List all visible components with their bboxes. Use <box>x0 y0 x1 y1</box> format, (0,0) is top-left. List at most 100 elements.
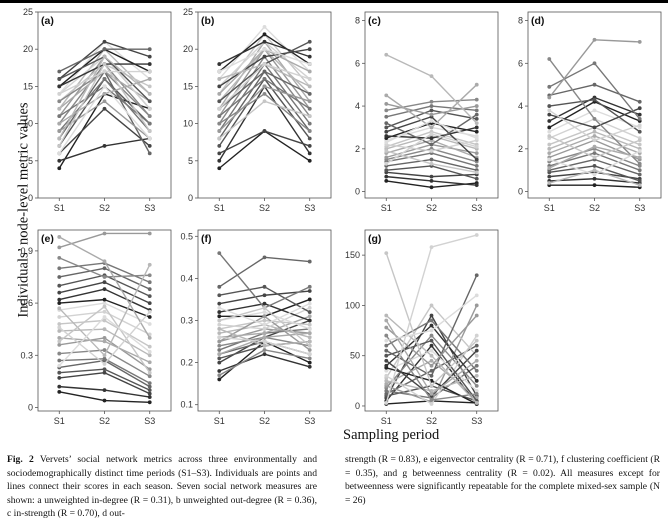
panel-a: 0 5 10 15 20 25 S1 S2 S3 (a) <box>23 7 172 213</box>
y-tick-label: 0.6 <box>20 298 33 308</box>
y-tick-label: 25 <box>183 7 193 17</box>
data-point <box>217 360 222 365</box>
data-point <box>102 398 107 403</box>
data-point <box>102 99 107 104</box>
data-point <box>592 37 597 42</box>
data-point <box>429 343 434 348</box>
data-point <box>474 121 479 126</box>
data-point <box>57 166 62 171</box>
data-point <box>217 356 222 361</box>
x-tick-label: S2 <box>259 203 270 213</box>
y-tick-label: 5 <box>28 156 33 166</box>
y-tick-label: 0.3 <box>180 316 193 326</box>
data-point <box>474 151 479 156</box>
panel-d: 0 2 4 6 8 S1 S2 S3 (d) <box>518 11 662 213</box>
data-point <box>429 333 434 338</box>
data-point <box>307 136 312 141</box>
data-point <box>429 383 434 388</box>
figure-caption-right: strength (R = 0.83), e eigenvector centr… <box>345 453 660 507</box>
data-point <box>307 310 312 314</box>
x-tick-label: S2 <box>426 416 437 426</box>
x-tick-label: S1 <box>54 203 65 213</box>
data-point <box>147 294 152 299</box>
data-point <box>307 106 312 111</box>
data-point <box>217 166 222 171</box>
series-26 <box>57 315 152 368</box>
y-tick-label: 4 <box>355 101 360 111</box>
data-point <box>57 283 62 288</box>
y-tick-label: 2 <box>518 144 523 154</box>
data-point <box>307 114 312 119</box>
data-point <box>637 149 642 153</box>
data-point <box>147 273 152 278</box>
data-point <box>307 284 312 289</box>
data-point <box>307 158 312 163</box>
data-point <box>217 84 222 89</box>
data-point <box>102 339 107 344</box>
data-point <box>102 69 107 74</box>
data-point <box>262 255 267 260</box>
data-point <box>637 155 642 160</box>
data-point <box>592 151 597 156</box>
data-point <box>57 121 62 126</box>
data-point <box>429 112 434 117</box>
data-point <box>592 125 597 130</box>
data-point <box>147 287 152 292</box>
data-point <box>147 231 152 236</box>
data-point <box>592 61 597 66</box>
data-point <box>384 313 389 318</box>
data-point <box>474 136 479 141</box>
series-25 <box>547 108 642 143</box>
data-point <box>147 77 152 81</box>
series-26 <box>547 149 642 177</box>
data-point <box>307 364 312 369</box>
data-point <box>384 358 389 363</box>
data-point <box>57 158 62 163</box>
data-point <box>217 99 222 104</box>
series-18 <box>57 47 152 74</box>
data-point <box>102 106 107 111</box>
y-tick-label: 2 <box>355 144 360 154</box>
x-tick-label: S3 <box>144 203 155 213</box>
data-point <box>307 289 312 293</box>
data-point <box>217 251 222 256</box>
y-tick-label: 8 <box>355 16 360 26</box>
data-point <box>474 273 479 278</box>
data-point <box>217 373 222 378</box>
y-tick-label: 10 <box>23 119 33 129</box>
data-point <box>217 343 222 348</box>
y-tick-label: 150 <box>345 250 360 260</box>
series-22 <box>57 77 152 126</box>
data-point <box>147 349 152 354</box>
data-point <box>147 395 152 399</box>
data-point <box>429 161 434 166</box>
data-point <box>474 82 479 87</box>
data-point <box>217 327 222 331</box>
data-point <box>147 322 152 326</box>
series-22 <box>384 318 479 396</box>
data-point <box>429 358 434 363</box>
data-point <box>102 47 107 52</box>
series-21 <box>384 102 479 117</box>
data-point <box>307 301 312 306</box>
series-24 <box>384 251 479 388</box>
data-point <box>147 360 152 365</box>
data-point <box>262 335 267 340</box>
panel-label: (e) <box>41 233 54 245</box>
data-point <box>547 157 552 162</box>
data-point <box>429 142 434 147</box>
x-tick-label: S3 <box>304 416 315 426</box>
data-point <box>307 314 312 319</box>
data-point <box>147 381 152 386</box>
series-12 <box>57 309 152 337</box>
top-rule <box>0 0 668 3</box>
data-point <box>262 47 267 52</box>
data-point <box>262 339 267 344</box>
data-point <box>474 116 479 121</box>
data-point <box>592 97 597 102</box>
data-point <box>57 114 62 119</box>
data-point <box>57 91 62 96</box>
data-point <box>592 129 597 134</box>
data-point <box>307 54 312 59</box>
data-point <box>307 360 312 365</box>
